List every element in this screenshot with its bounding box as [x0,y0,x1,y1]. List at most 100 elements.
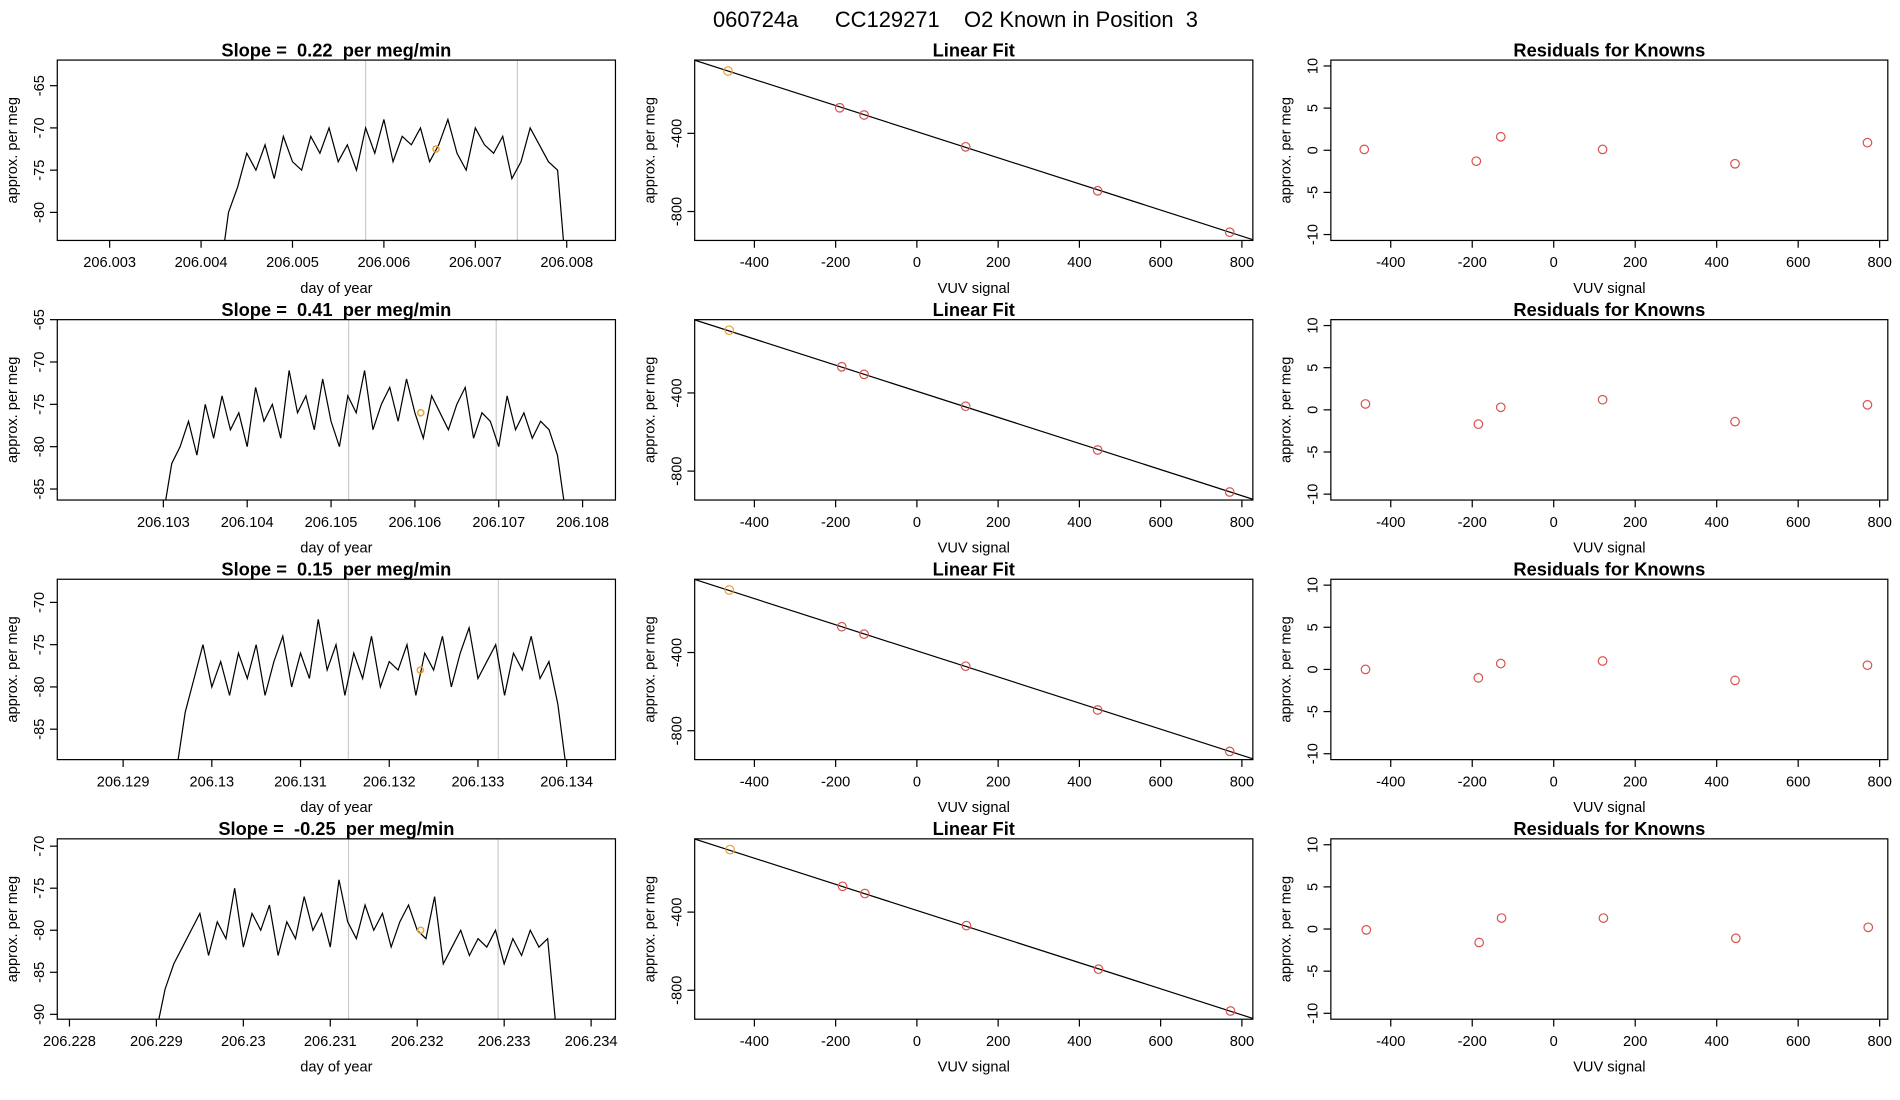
x-tick-label: 200 [1623,515,1647,531]
panel-title: Residuals for Knowns [1513,559,1705,580]
series-line [177,619,566,760]
x-tick-label: 206.133 [452,774,505,790]
point [1495,658,1506,669]
y-tick-label: -65 [32,309,48,330]
x-tick-label: 206.108 [556,515,609,531]
panel: Slope = 0.15 per meg/min day of year appro… [5,559,617,816]
y-tick-label: -85 [32,478,48,499]
point [859,110,869,120]
point [1730,416,1740,427]
point [723,66,733,76]
plot-area [1360,394,1873,430]
point [1224,227,1235,238]
panel: Slope = 0.22 per meg/min day of year appro… [5,39,617,297]
panel: Linear Fit VUV signal approx. per meg -400 -… [642,299,1254,556]
panel-title: Residuals for Knowns [1513,818,1705,839]
y-tick-label: -75 [32,878,48,899]
y-tick-label: -85 [32,962,48,983]
series-line [158,879,556,1020]
y-tick-label: -80 [32,920,48,941]
x-tick-label: 206.003 [83,255,136,271]
panel-title: Slope = 0.15 per meg/min [221,559,451,580]
y-tick-label: 10 [1305,577,1321,593]
point [1359,144,1370,155]
point [1730,158,1740,169]
plot-frame [1330,59,1889,242]
x-axis-label: VUV signal [1573,800,1645,816]
y-tick-label: -400 [669,378,685,407]
point [837,881,848,892]
plot-area [694,579,1253,760]
y-tick-label: 10 [1305,837,1321,853]
plot-area [158,838,556,1020]
x-tick-label: -200 [1458,774,1487,790]
x-tick-label: 800 [1230,515,1254,531]
y-tick-label: -800 [669,456,685,485]
y-tick-label: 0 [1305,406,1321,414]
panel: Residuals for Knowns VUV signal approx. pe… [1279,299,1892,556]
y-axis-label: approx. per meg [1279,97,1295,203]
x-tick-label: -200 [821,255,850,271]
x-tick-label: 206.132 [363,774,416,790]
x-axis-label: VUV signal [938,540,1010,556]
y-tick-label: -400 [669,897,685,926]
x-tick-label: 400 [1067,255,1091,271]
plot-frame [56,838,617,1020]
panel: Residuals for Knowns VUV signal approx. pe… [1279,559,1892,816]
point [1495,131,1506,142]
highlight-point [416,409,425,417]
x-tick-label: -200 [1458,515,1487,531]
point [1093,964,1104,975]
panel: Residuals for Knowns VUV signal approx. pe… [1279,39,1892,296]
panel: Linear Fit VUV signal approx. per meg -400 -… [642,559,1254,816]
y-tick-label: -70 [32,351,48,372]
point [1225,1006,1236,1016]
x-tick-label: 600 [1148,515,1172,531]
y-tick-label: -5 [1305,186,1321,199]
x-tick-label: 200 [986,1034,1010,1050]
x-tick-label: 206.234 [565,1034,618,1050]
x-tick-label: -400 [740,255,769,271]
x-tick-label: 0 [1550,255,1558,271]
y-axis-label: approx. per meg [642,876,658,982]
x-tick-label: -200 [821,515,850,531]
panel-title: Slope = 0.22 per meg/min [221,39,451,60]
x-tick-label: 800 [1867,515,1891,531]
y-tick-label: -10 [1305,743,1321,764]
y-tick-label: -5 [1305,445,1321,458]
x-tick-label: 206.134 [540,774,593,790]
plot-area [694,60,1253,241]
y-tick-label: -400 [669,638,685,667]
x-tick-label: 400 [1704,515,1728,531]
panel-title: Linear Fit [933,39,1015,60]
y-axis-label: approx. per meg [5,876,21,982]
plot-frame [56,319,617,501]
x-tick-label: 800 [1230,1034,1254,1050]
point [859,629,869,640]
y-tick-label: 0 [1305,146,1321,154]
y-axis-label: approx. per meg [1279,357,1295,463]
panel-title: Linear Fit [933,818,1015,839]
point [836,361,847,372]
x-tick-label: 206.005 [266,255,319,271]
point [960,661,971,672]
plot-frame [694,578,1254,761]
x-tick-label: 206.231 [304,1034,357,1050]
plot-area [224,60,565,241]
panel: Residuals for Knowns VUV signal approx. pe… [1279,818,1892,1075]
x-axis-label: day of year [300,540,372,556]
x-tick-label: 0 [913,1034,921,1050]
x-tick-label: 206.232 [391,1034,444,1050]
plot-frame [1330,838,1889,1020]
x-tick-label: 600 [1148,1034,1172,1050]
point [1224,746,1235,757]
x-tick-label: 206.007 [449,255,502,271]
y-tick-label: -5 [1305,705,1321,718]
point [960,401,971,412]
x-tick-label: 800 [1867,1034,1891,1050]
plot-frame [56,59,617,242]
y-tick-label: -800 [669,716,685,745]
y-tick-label: -800 [669,976,685,1005]
x-tick-label: 206.106 [388,515,441,531]
x-axis-label: day of year [300,800,372,816]
